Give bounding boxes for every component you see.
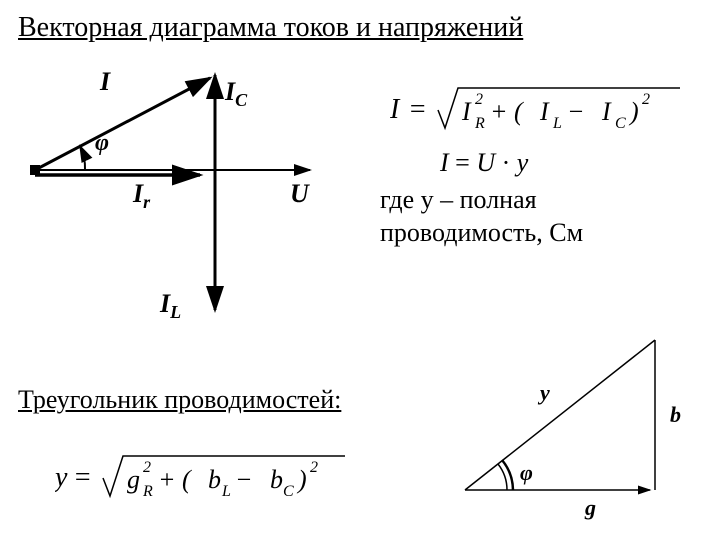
- svg-text:−: −: [235, 465, 253, 494]
- label-Ir: Ir: [132, 179, 151, 212]
- page-title: Векторная диаграмма токов и напряжений: [18, 12, 523, 44]
- vector-I: [35, 78, 210, 170]
- vector-diagram: I IC Ir U IL φ: [15, 60, 335, 340]
- svg-text:I: I: [539, 97, 550, 126]
- svg-text:2: 2: [475, 91, 483, 108]
- label-U: U: [290, 179, 310, 208]
- label-g: g: [584, 495, 596, 520]
- svg-text:g: g: [127, 465, 140, 494]
- label-IC: IC: [224, 77, 248, 110]
- svg-text:y: y: [55, 462, 68, 493]
- svg-text:2: 2: [143, 459, 151, 476]
- svg-text:I: I: [601, 97, 612, 126]
- svg-text:): ): [296, 465, 307, 494]
- svg-text:=: =: [73, 462, 92, 493]
- svg-text:+ (: + (: [158, 465, 192, 494]
- svg-text:2: 2: [642, 91, 650, 108]
- svg-text:2: 2: [310, 459, 318, 476]
- label-phi: φ: [95, 130, 109, 156]
- formula-current: I = I R 2 + ( I L − I C ) 2: [390, 80, 690, 142]
- svg-text:+ (: + (: [490, 97, 524, 126]
- svg-text:b: b: [208, 465, 221, 494]
- svg-text:L: L: [221, 483, 231, 500]
- triangle-angle2: [498, 464, 507, 490]
- svg-text:C: C: [615, 115, 626, 132]
- subtitle-triangle: Треугольник проводимостей:: [18, 385, 341, 415]
- text-gde: где y – полная: [380, 185, 537, 215]
- label-IL: IL: [159, 289, 181, 322]
- formula-admittance: y = g R 2 + ( b L − b C ) 2: [55, 448, 355, 510]
- svg-text:I: I: [461, 97, 472, 126]
- formula-IUy: I = U · y: [440, 148, 528, 178]
- label-y: y: [537, 380, 550, 405]
- label-tri-phi: φ: [520, 460, 533, 485]
- label-b: b: [670, 402, 681, 427]
- svg-text:−: −: [567, 97, 585, 126]
- svg-text:C: C: [283, 483, 294, 500]
- text-provodimost: проводимость, См: [380, 218, 583, 248]
- label-I: I: [99, 67, 111, 96]
- triangle-diagram: y b g φ: [445, 330, 705, 525]
- svg-text:L: L: [552, 115, 562, 132]
- svg-text:I: I: [390, 94, 401, 125]
- svg-text:R: R: [142, 483, 153, 500]
- triangle-hyp: [465, 340, 655, 490]
- angle-phi: [80, 146, 85, 170]
- svg-text:=: =: [408, 94, 427, 125]
- svg-text:R: R: [474, 115, 485, 132]
- svg-text:): ): [628, 97, 639, 126]
- svg-text:b: b: [270, 465, 283, 494]
